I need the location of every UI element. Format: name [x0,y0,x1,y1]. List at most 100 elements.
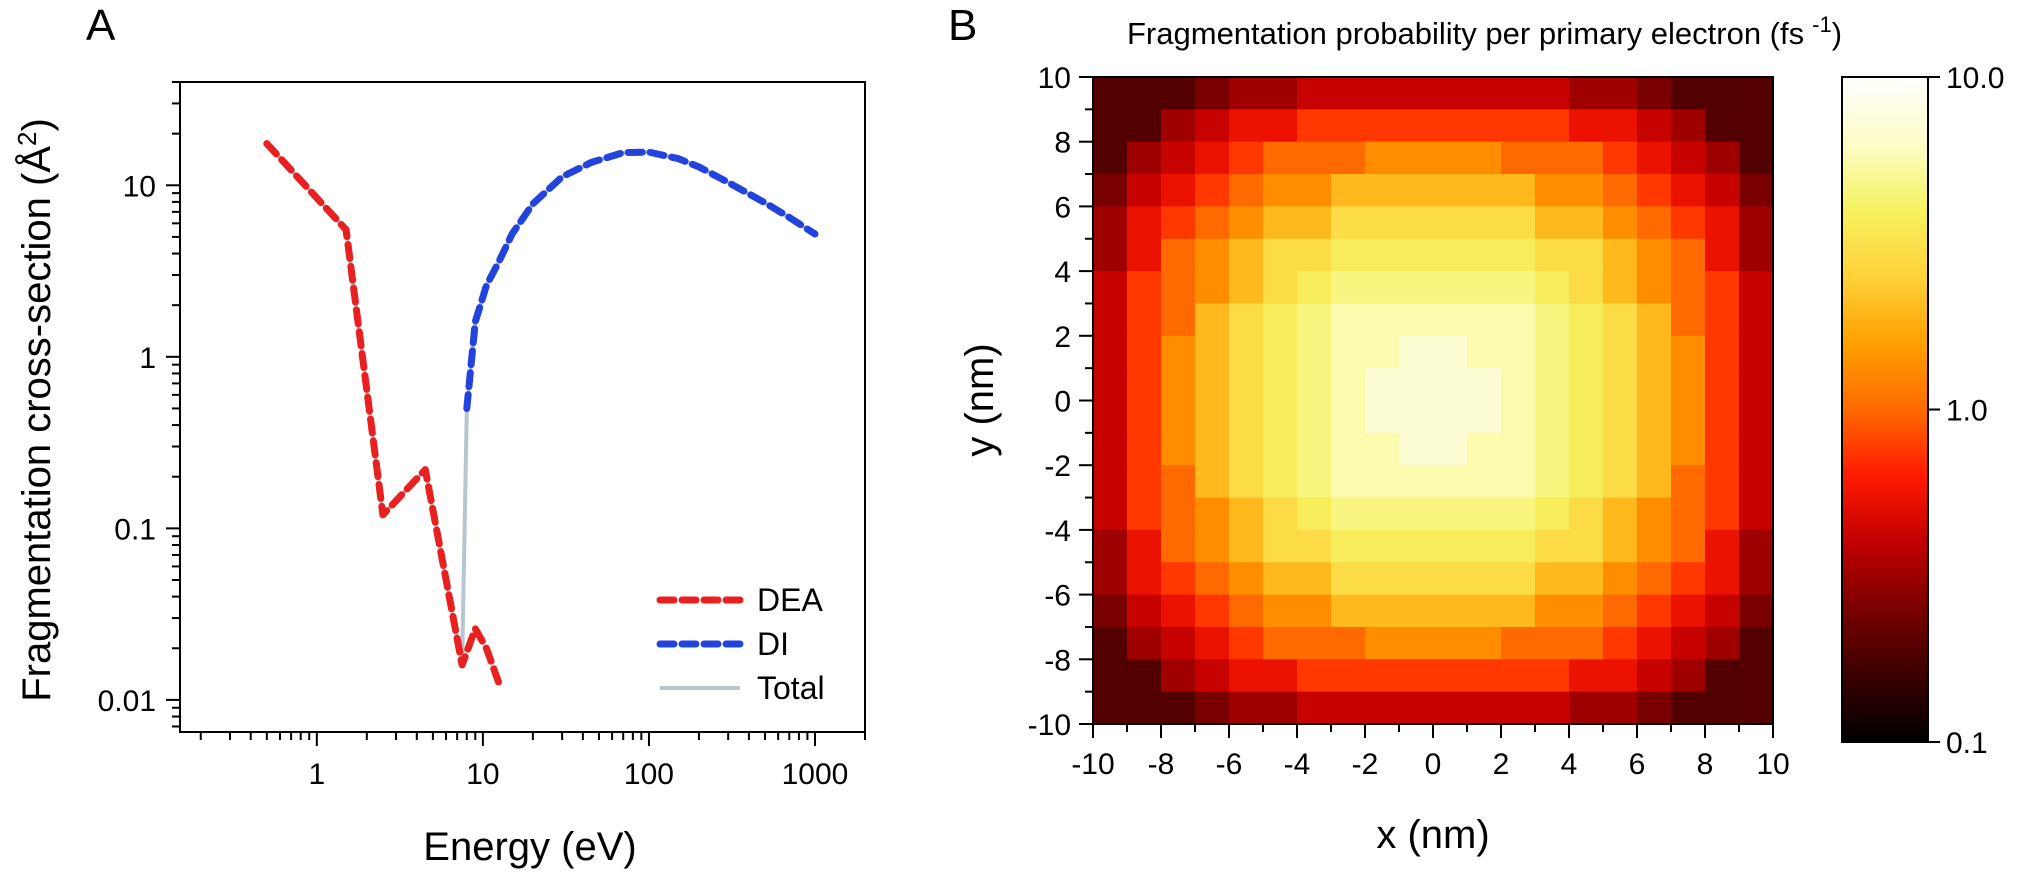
heatmap-cell [1161,691,1196,725]
heatmap-cell [1161,400,1196,434]
heatmap-cell [1297,497,1332,531]
heatmap-cell [1739,238,1774,272]
heatmap-cell [1671,562,1706,596]
panel-a-legend: DEA DI Total [656,582,825,706]
heatmap-cell [1297,562,1332,596]
heatmap-cell [1229,174,1264,207]
heatmap-cell [1127,206,1162,240]
heatmap-cell [1161,594,1196,628]
heatmap-cell [1195,497,1230,531]
heatmap-cell [1637,465,1672,499]
heatmap-cell [1603,271,1638,305]
heatmap-cell [1127,335,1162,369]
heatmap-cell [1093,109,1128,143]
heatmap-cell [1535,206,1570,240]
heatmap-cell [1535,594,1570,628]
heatmap-cell [1195,141,1230,175]
heatmap-cell [1671,335,1706,369]
heatmap-cell [1501,594,1536,628]
heatmap-cell [1535,109,1570,143]
heatmap-cell [1195,271,1230,305]
series-line-total [265,142,817,667]
heatmap-cell [1637,271,1672,305]
heatmap-cell [1229,691,1264,725]
heatmap-cell [1331,465,1366,499]
heatmap-cell [1331,432,1366,466]
heatmap-cell [1433,497,1468,531]
heatmap-cell [1739,529,1774,563]
heatmap-cell [1501,206,1536,240]
heatmap-cell [1467,206,1502,240]
heatmap-cell [1671,465,1706,499]
heatmap-cell [1705,659,1740,693]
heatmap-cell [1705,174,1740,207]
heatmap-cell [1195,174,1230,207]
panel-b-title-close: ) [1832,16,1842,51]
heatmap-cell [1603,77,1638,110]
heatmap-cell [1671,303,1706,337]
heatmap-cell [1739,400,1774,434]
legend-label-dea: DEA [757,582,823,618]
heatmap-cell [1399,594,1434,628]
heatmap-cell [1399,659,1434,693]
heatmap-cell [1535,303,1570,337]
heatmap-cell [1195,206,1230,240]
heatmap-cell [1603,432,1638,466]
heatmap-cell [1399,77,1434,110]
heatmap-cell [1093,174,1128,207]
heatmap-cell [1229,465,1264,499]
heatmap-cell [1637,303,1672,337]
heatmap-cell [1331,400,1366,434]
heatmap-cell [1229,206,1264,240]
heatmap-cell [1569,400,1604,434]
heatmap-cell [1603,335,1638,369]
panel-a-y-axis-label: Fragmentation cross-section (Å2) [12,118,59,702]
heatmap-cell [1569,497,1604,531]
heatmap-cell [1365,594,1400,628]
panel-b: B Fragmentation probability per primary … [948,1,2004,857]
heatmap-cell [1637,238,1672,272]
heatmap-cell [1263,303,1298,337]
heatmap-cell [1195,529,1230,563]
heatmap-cell [1535,271,1570,305]
heatmap-cell [1229,626,1264,660]
heatmap-cell [1297,529,1332,563]
heatmap-cell [1637,368,1672,402]
heatmap-cell [1739,594,1774,628]
heatmap-cell [1671,109,1706,143]
heatmap-cell [1467,562,1502,596]
heatmap-cell [1433,562,1468,596]
panel-b-title: Fragmentation probability per primary el… [1127,12,1842,51]
y-tick-label: -2 [1044,450,1071,483]
heatmap-cell [1399,432,1434,466]
heatmap-cell [1603,465,1638,499]
heatmap-cell [1365,659,1400,693]
heatmap-cell [1263,400,1298,434]
heatmap-cell [1535,368,1570,402]
heatmap-cell [1569,659,1604,693]
heatmap-cell [1603,529,1638,563]
heatmap-cell [1569,77,1604,110]
heatmap-cell [1671,400,1706,434]
heatmap-cell [1433,141,1468,175]
heatmap-cell [1161,497,1196,531]
heatmap-cell [1467,432,1502,466]
legend-label-di: DI [757,626,789,662]
heatmap-cell [1467,77,1502,110]
heatmap-cell [1433,659,1468,693]
heatmap-cell [1297,109,1332,143]
heatmap-cell [1365,238,1400,272]
heatmap-cell [1433,400,1468,434]
heatmap-cell [1399,238,1434,272]
panel-b-x-axis-label: x (nm) [1376,813,1489,857]
heatmap-cell [1671,432,1706,466]
heatmap-cell [1535,335,1570,369]
panel-a-letter: A [86,1,116,50]
heatmap-cell [1569,238,1604,272]
heatmap-cell [1603,141,1638,175]
series-line-di [463,148,819,412]
heatmap-cell [1399,497,1434,531]
heatmap-cell [1297,626,1332,660]
heatmap-cell [1569,691,1604,725]
